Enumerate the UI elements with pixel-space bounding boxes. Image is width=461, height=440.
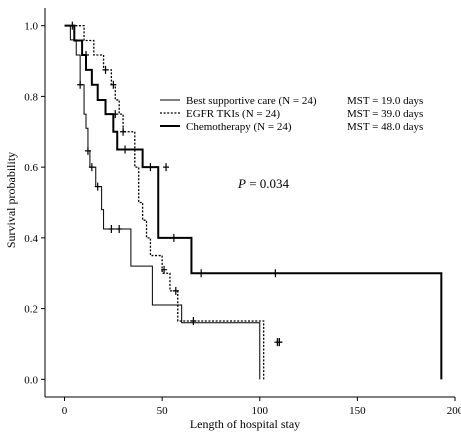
y-tick-label-2: 0.4 [24, 233, 38, 245]
censor-mark [170, 233, 177, 242]
censor-mark [163, 163, 170, 172]
censor-mark [108, 225, 115, 234]
censor-mark [190, 316, 197, 325]
legend: Best supportive care (N = 24) MST = 19.0 … [160, 95, 423, 133]
y-tick-label-3: 0.6 [24, 162, 38, 174]
x-tick-label-1: 50 [157, 405, 169, 417]
p-value-annotation: P = 0.034 [237, 176, 290, 191]
series-line-0 [64, 25, 261, 380]
series-layer [64, 21, 443, 380]
x-axis-label: Length of hospital stay [190, 417, 300, 431]
legend-mst-0: MST = 19.0 days [347, 95, 423, 107]
tick-group: 0 50 100 150 200 0.0 0.2 0.4 0.6 0.8 1.0 [24, 21, 461, 417]
p-value-text: = 0.034 [246, 176, 290, 191]
series-2 [64, 21, 443, 380]
censor-mark [198, 269, 205, 278]
censor-mark [161, 265, 168, 274]
p-value-symbol: P [237, 176, 246, 191]
censor-mark [94, 182, 101, 191]
legend-label-0: Best supportive care (N = 24) [186, 95, 317, 107]
censor-mark [276, 338, 283, 347]
censor-mark [83, 51, 89, 60]
censor-mark [84, 146, 91, 155]
legend-mst-1: MST = 39.0 days [347, 108, 423, 120]
censor-mark [77, 80, 84, 89]
axes [44, 8, 455, 398]
censor-mark [116, 225, 123, 234]
legend-label-1: EGFR TKIs (N = 24) [186, 108, 280, 120]
censor-mark [272, 269, 279, 278]
y-tick-label-0: 0.0 [24, 374, 38, 386]
y-tick-label-5: 1.0 [24, 21, 38, 33]
series-0 [64, 25, 281, 380]
y-axis-label: Survival probability [4, 152, 18, 248]
x-tick-label-3: 150 [349, 405, 366, 417]
censor-mark [110, 80, 117, 89]
censor-mark [122, 145, 129, 154]
series-1 [64, 25, 283, 380]
censor-mark [102, 65, 109, 74]
censor-mark [172, 286, 179, 295]
series-line-1 [64, 25, 265, 380]
y-tick-label-1: 0.2 [24, 304, 38, 316]
x-tick-label-0: 0 [62, 405, 68, 417]
legend-mst-2: MST = 48.0 days [347, 121, 423, 133]
censor-mark [88, 163, 95, 172]
censor-mark [69, 21, 76, 30]
censor-mark [112, 110, 119, 119]
series-line-2 [64, 24, 443, 380]
x-tick-label-2: 100 [252, 405, 269, 417]
legend-label-2: Chemotherapy (N = 24) [186, 121, 292, 133]
censor-mark [120, 127, 127, 136]
censor-mark [147, 163, 154, 172]
y-tick-label-4: 0.8 [24, 91, 38, 103]
x-tick-label-4: 200 [447, 405, 461, 417]
